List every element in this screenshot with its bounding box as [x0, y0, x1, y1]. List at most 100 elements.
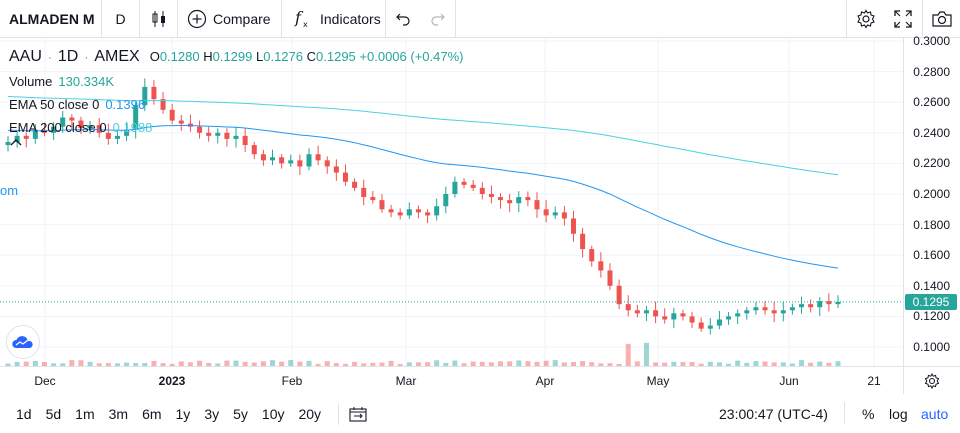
legend-close: 0.1295	[316, 49, 356, 64]
log-toggle[interactable]: log	[889, 406, 908, 422]
volume-bar	[434, 360, 440, 366]
price-tick-label: 0.1600	[913, 248, 950, 263]
range-button-5d[interactable]: 5d	[45, 405, 62, 422]
divider	[844, 402, 845, 424]
volume-bar	[689, 361, 695, 366]
volume-bar	[379, 362, 385, 366]
redo-icon[interactable]	[430, 11, 446, 27]
candle-body	[288, 160, 294, 164]
candle-body	[680, 313, 686, 317]
settings-button[interactable]	[846, 0, 884, 38]
chart-legend: AAU · 1D · AMEX O0.1280 H0.1299 L0.1276 …	[9, 48, 463, 147]
candle-body	[607, 270, 613, 286]
symbol-search-button[interactable]: ALMADEN M	[0, 0, 102, 38]
candle-body	[306, 154, 312, 167]
candle-body	[726, 316, 732, 320]
legend-ema50-row[interactable]: EMA 50 close 0 0.1396	[9, 97, 463, 112]
price-tick-label: 0.1800	[913, 217, 950, 232]
range-button-1y[interactable]: 1y	[175, 405, 191, 422]
fullscreen-button[interactable]	[884, 0, 922, 38]
legend-ema200-row[interactable]: EMA 200 close 0 0.1988	[9, 120, 463, 135]
candle-body	[133, 105, 139, 130]
candle-body	[789, 307, 795, 311]
volume-bar	[589, 362, 595, 366]
legend-ohlc: O0.1280 H0.1299 L0.1276 C0.1295 +0.0006 …	[149, 49, 464, 64]
candle-body	[397, 212, 403, 216]
candle-body	[643, 310, 649, 314]
candle-body	[270, 157, 276, 161]
range-button-6m[interactable]: 6m	[142, 405, 162, 422]
volume-bar	[452, 360, 458, 366]
candle-body	[388, 209, 394, 213]
volume-bar	[233, 360, 239, 366]
volume-bar	[498, 361, 504, 366]
volume-bar	[580, 361, 586, 366]
date-range-button[interactable]	[349, 406, 367, 422]
candle-body	[151, 86, 157, 100]
volume-bar	[753, 361, 759, 366]
compare-button[interactable]: Compare	[178, 0, 282, 38]
tradingview-logo-button[interactable]	[6, 325, 40, 359]
percent-toggle[interactable]: %	[862, 406, 875, 422]
candle-body	[23, 135, 29, 139]
price-axis[interactable]: 0.3000 0.2800 0.2600 0.2400 0.2200 0.2000 0.18…	[903, 34, 960, 366]
candle-body	[297, 160, 303, 167]
volume-bar	[388, 360, 394, 366]
range-button-3y[interactable]: 3y	[204, 405, 220, 422]
time-tick-label: Dec	[34, 374, 56, 388]
chart-type-button[interactable]	[140, 0, 178, 38]
ema50-line	[7, 124, 839, 269]
clock-timezone[interactable]: 23:00:47 (UTC-4)	[719, 406, 828, 422]
volume-bar	[744, 362, 750, 366]
volume-bar	[78, 360, 84, 366]
candle-body	[260, 154, 266, 161]
auto-toggle[interactable]: auto	[921, 406, 949, 422]
range-button-3m[interactable]: 3m	[108, 405, 129, 422]
volume-bar	[270, 360, 276, 366]
range-button-1m[interactable]: 1m	[75, 405, 95, 422]
volume-bar	[762, 361, 768, 366]
candle-body	[470, 184, 476, 188]
volume-bar	[242, 361, 248, 366]
candle-body	[233, 135, 239, 139]
candle-body	[124, 129, 130, 136]
volume-bar	[32, 360, 38, 366]
volume-bar	[306, 360, 312, 366]
candle-body	[653, 310, 659, 317]
gear-icon	[924, 372, 940, 389]
right-toolbar	[846, 0, 960, 38]
bottom-toolbar: 1d 5d 1m 3m 6m 1y 3y 5y 10y 20y 23:00:47 (UTC-4) …	[0, 394, 960, 433]
candle-body	[525, 197, 531, 201]
legend-ticker[interactable]: AAU	[9, 48, 42, 65]
volume-bar	[342, 363, 348, 366]
undo-icon[interactable]	[395, 11, 411, 27]
volume-bar	[197, 360, 203, 366]
volume-bar	[352, 361, 358, 366]
ema200-line	[7, 96, 839, 176]
range-button-10y[interactable]: 10y	[261, 405, 285, 422]
interval-button[interactable]: D	[102, 0, 140, 38]
volume-bar	[698, 363, 704, 366]
axis-settings-button[interactable]	[903, 366, 960, 394]
price-chart[interactable]	[0, 38, 903, 366]
candle-body	[799, 304, 805, 308]
volume-bar	[653, 362, 659, 366]
legend-change: +0.0006 (+0.47%)	[359, 49, 464, 64]
time-tick-label: Feb	[281, 374, 303, 388]
candle-body	[534, 200, 540, 210]
legend-volume-row[interactable]: Volume 130.334K	[9, 74, 463, 89]
time-axis[interactable]: Dec 2023 Feb Mar Apr May Jun 21	[0, 366, 903, 394]
undo-redo-group	[386, 0, 456, 38]
candle-body	[707, 325, 713, 329]
range-button-5y[interactable]: 5y	[233, 405, 248, 422]
snapshot-button[interactable]	[922, 0, 960, 38]
legend-collapse-row[interactable]	[9, 137, 463, 147]
range-button-20y[interactable]: 20y	[298, 405, 322, 422]
legend-interval: 1D	[57, 48, 79, 65]
volume-bar	[817, 361, 823, 366]
candle-body	[206, 132, 212, 136]
candle-body	[625, 304, 631, 311]
time-tick-label: Apr	[535, 374, 555, 388]
range-button-1d[interactable]: 1d	[16, 405, 32, 422]
